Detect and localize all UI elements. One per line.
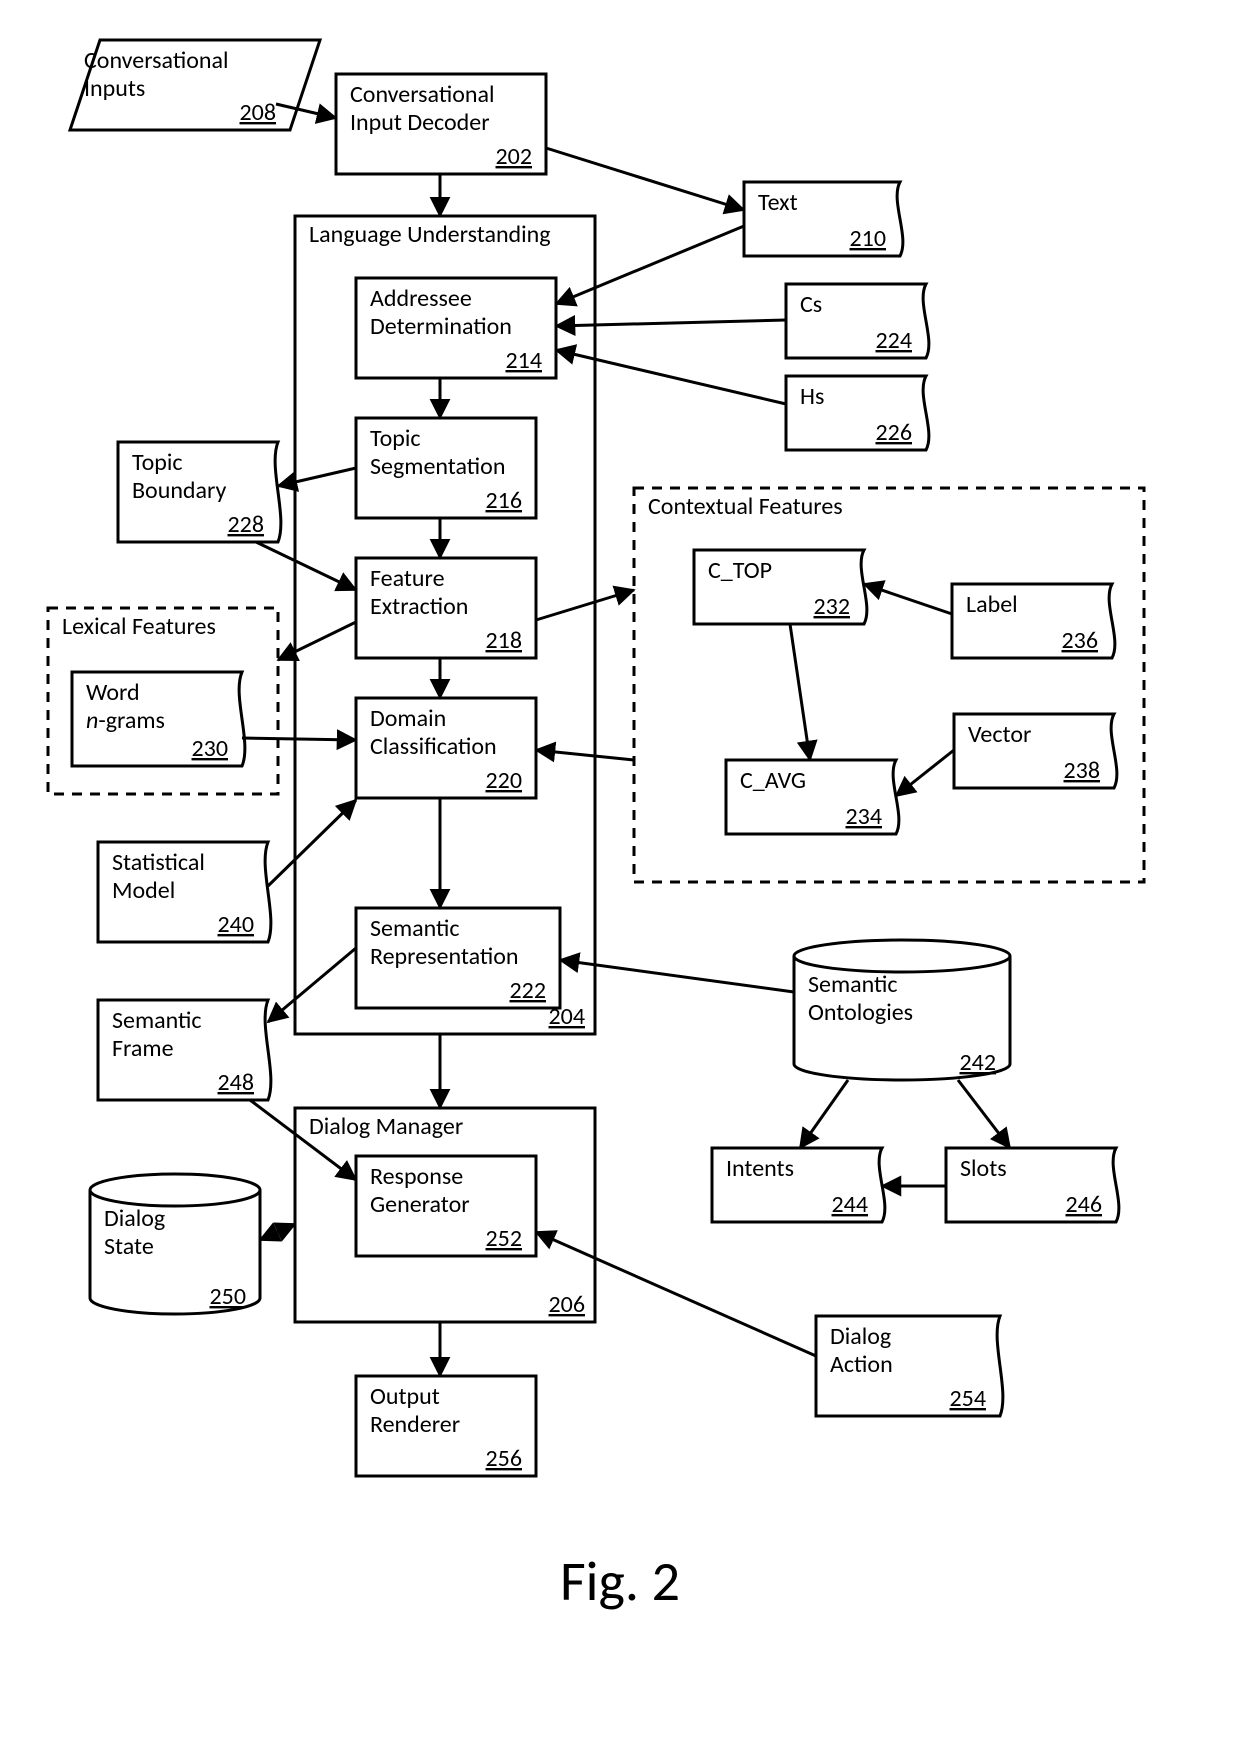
edge [896,750,954,796]
svg-text:State: State [104,1232,154,1261]
svg-text:Frame: Frame [112,1034,174,1063]
edge [268,800,356,886]
svg-text:254: 254 [950,1384,987,1413]
svg-text:Input Decoder: Input Decoder [350,108,490,137]
svg-text:232: 232 [814,592,851,621]
edge [260,1224,295,1240]
edge [536,590,634,620]
svg-text:Vector: Vector [968,720,1031,749]
svg-text:Lexical Features: Lexical Features [62,612,216,641]
svg-text:n-grams: n-grams [86,706,165,735]
svg-text:C_AVG: C_AVG [740,766,806,795]
edge [268,948,356,1022]
edge [536,750,634,760]
svg-text:238: 238 [1064,756,1101,785]
svg-text:218: 218 [486,626,523,655]
svg-text:220: 220 [486,766,523,795]
svg-text:Feature: Feature [370,564,445,593]
svg-text:256: 256 [486,1444,523,1473]
svg-text:Cs: Cs [800,290,822,319]
svg-text:222: 222 [510,976,547,1005]
svg-text:Response: Response [370,1162,463,1191]
svg-text:Boundary: Boundary [132,476,227,505]
edge [546,148,744,210]
svg-text:208: 208 [240,98,277,127]
svg-text:228: 228 [228,510,265,539]
svg-text:Segmentation: Segmentation [370,452,505,481]
edge [790,624,810,760]
edge [800,1080,848,1148]
svg-text:Action: Action [830,1350,893,1379]
svg-text:Extraction: Extraction [370,592,468,621]
edge [556,350,786,404]
svg-text:Ontologies: Ontologies [808,998,913,1027]
svg-text:210: 210 [850,224,887,253]
svg-text:242: 242 [960,1048,997,1077]
edge [276,104,336,118]
svg-text:234: 234 [846,802,883,831]
svg-text:230: 230 [192,734,229,763]
svg-text:224: 224 [876,326,913,355]
svg-text:Dialog: Dialog [104,1204,165,1233]
svg-text:Representation: Representation [370,942,519,971]
svg-text:Inputs: Inputs [84,74,145,103]
svg-text:Dialog Manager: Dialog Manager [309,1112,463,1141]
svg-text:Semantic: Semantic [808,970,898,999]
svg-text:204: 204 [549,1002,586,1031]
svg-text:214: 214 [506,346,543,375]
svg-text:Conversational: Conversational [84,46,228,75]
svg-text:206: 206 [549,1290,586,1319]
svg-text:226: 226 [876,418,913,447]
edge [256,542,356,590]
edge [278,622,356,660]
svg-text:Dialog: Dialog [830,1322,891,1351]
svg-text:Domain: Domain [370,704,446,733]
edge [278,468,356,486]
svg-text:240: 240 [218,910,255,939]
svg-text:Addressee: Addressee [370,284,472,313]
svg-text:Label: Label [966,590,1018,619]
svg-text:Model: Model [112,876,175,905]
svg-text:202: 202 [496,142,533,171]
svg-text:Contextual Features: Contextual Features [648,492,843,521]
svg-text:Generator: Generator [370,1190,470,1219]
svg-text:Determination: Determination [370,312,512,341]
svg-text:216: 216 [486,486,523,515]
svg-text:Topic: Topic [132,448,182,477]
svg-text:244: 244 [832,1190,869,1219]
svg-text:Output: Output [370,1382,440,1411]
svg-text:Text: Text [758,188,798,217]
svg-text:Fig. 2: Fig. 2 [560,1548,680,1616]
svg-text:Topic: Topic [370,424,420,453]
svg-text:246: 246 [1066,1190,1103,1219]
svg-text:Semantic: Semantic [370,914,460,943]
svg-text:Hs: Hs [800,382,824,411]
svg-text:Semantic: Semantic [112,1006,202,1035]
svg-text:Statistical: Statistical [112,848,205,877]
svg-text:Slots: Slots [960,1154,1007,1183]
edge [556,320,786,326]
svg-text:Classification: Classification [370,732,497,761]
svg-text:Language Understanding: Language Understanding [309,220,551,249]
svg-text:Conversational: Conversational [350,80,494,109]
svg-text:C_TOP: C_TOP [708,556,772,585]
svg-text:Intents: Intents [726,1154,794,1183]
edge [242,738,356,740]
svg-text:250: 250 [210,1282,247,1311]
svg-text:252: 252 [486,1224,523,1253]
edge [958,1080,1010,1148]
svg-text:248: 248 [218,1068,255,1097]
edge [864,584,952,614]
svg-text:236: 236 [1062,626,1099,655]
svg-text:Renderer: Renderer [370,1410,460,1439]
svg-text:Word: Word [86,678,140,707]
edge [556,226,744,304]
